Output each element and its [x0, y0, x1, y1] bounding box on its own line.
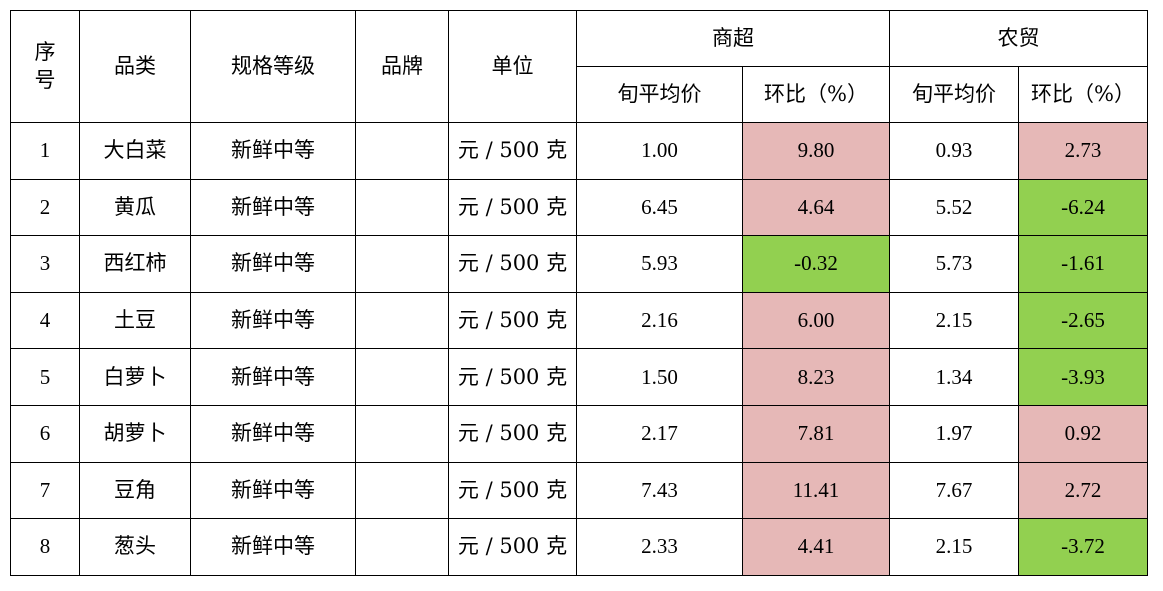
- seq-cell: 5: [10, 348, 80, 406]
- category-header: 品类: [79, 10, 191, 123]
- fm-change-cell: 0.92: [1018, 404, 1148, 463]
- sm-price-cell: 5.93: [576, 235, 743, 293]
- unit-cell: 元 / 500 克: [448, 348, 577, 406]
- table-row: 8 葱头 新鲜中等 元 / 500 克 2.33 4.41 2.15 -3.72: [10, 518, 1148, 576]
- fm-change-cell: -1.61: [1018, 235, 1148, 293]
- grade-cell: 新鲜中等: [190, 291, 356, 350]
- fm-price-cell: 1.97: [889, 404, 1019, 463]
- grade-cell: 新鲜中等: [190, 348, 356, 406]
- fm-price-cell: 2.15: [889, 291, 1019, 350]
- fm-change-cell: -2.65: [1018, 291, 1148, 350]
- seq-header-line1: 序: [34, 40, 56, 65]
- category-cell: 胡萝卜: [79, 404, 191, 463]
- sm-price-cell: 6.45: [576, 178, 743, 237]
- brand-cell: [355, 291, 449, 350]
- fm-change-cell: -3.72: [1018, 518, 1148, 576]
- grade-header: 规格等级: [190, 10, 356, 123]
- unit-cell: 元 / 500 克: [448, 461, 577, 520]
- fm-avg-price-header: 旬平均价: [889, 66, 1019, 123]
- sm-price-cell: 1.00: [576, 122, 743, 180]
- sm-change-cell: 8.23: [742, 348, 890, 406]
- unit-cell: 元 / 500 克: [448, 404, 577, 463]
- category-cell: 葱头: [79, 518, 191, 576]
- brand-cell: [355, 404, 449, 463]
- fm-change-cell: -6.24: [1018, 178, 1148, 237]
- sm-change-header: 环比（%）: [742, 66, 890, 123]
- brand-cell: [355, 348, 449, 406]
- grade-cell: 新鲜中等: [190, 122, 356, 180]
- vegetable-price-table: 序 号 品类 规格等级 品牌 单位 商超 农贸 旬平均价 环比（%） 旬平均价 …: [10, 10, 1148, 576]
- sm-avg-price-header: 旬平均价: [576, 66, 743, 123]
- category-cell: 豆角: [79, 461, 191, 520]
- sm-change-cell: 4.64: [742, 178, 890, 237]
- table-row: 7 豆角 新鲜中等 元 / 500 克 7.43 11.41 7.67 2.72: [10, 461, 1148, 520]
- unit-cell: 元 / 500 克: [448, 178, 577, 237]
- seq-cell: 7: [10, 461, 80, 520]
- supermarket-header: 商超: [576, 10, 890, 67]
- sm-price-cell: 2.16: [576, 291, 743, 350]
- brand-cell: [355, 461, 449, 520]
- sm-change-cell: 11.41: [742, 461, 890, 520]
- brand-cell: [355, 518, 449, 576]
- brand-header: 品牌: [355, 10, 449, 123]
- seq-header-line2: 号: [34, 67, 56, 92]
- seq-cell: 3: [10, 235, 80, 293]
- fm-price-cell: 0.93: [889, 122, 1019, 180]
- sm-change-cell: -0.32: [742, 235, 890, 293]
- fm-price-cell: 1.34: [889, 348, 1019, 406]
- seq-cell: 8: [10, 518, 80, 576]
- table-row: 4 土豆 新鲜中等 元 / 500 克 2.16 6.00 2.15 -2.65: [10, 291, 1148, 350]
- fm-price-cell: 7.67: [889, 461, 1019, 520]
- brand-cell: [355, 178, 449, 237]
- fm-change-cell: -3.93: [1018, 348, 1148, 406]
- sm-change-cell: 7.81: [742, 404, 890, 463]
- table-row: 1 大白菜 新鲜中等 元 / 500 克 1.00 9.80 0.93 2.73: [10, 122, 1148, 180]
- seq-cell: 6: [10, 404, 80, 463]
- table-row: 6 胡萝卜 新鲜中等 元 / 500 克 2.17 7.81 1.97 0.92: [10, 404, 1148, 463]
- fm-change-cell: 2.72: [1018, 461, 1148, 520]
- grade-cell: 新鲜中等: [190, 404, 356, 463]
- sm-change-cell: 9.80: [742, 122, 890, 180]
- seq-cell: 4: [10, 291, 80, 350]
- table-row: 3 西红柿 新鲜中等 元 / 500 克 5.93 -0.32 5.73 -1.61: [10, 235, 1148, 293]
- category-cell: 大白菜: [79, 122, 191, 180]
- table-body: 1 大白菜 新鲜中等元 / 500 克 1.00 9.80 0.93 2.73 2 黄瓜 新鲜中等…: [10, 122, 1148, 576]
- category-cell: 黄瓜: [79, 178, 191, 237]
- header-row-1: 序 号 品类 规格等级 品牌 单位 商超 农贸: [10, 10, 1148, 123]
- unit-cell: 元 / 500 克: [448, 235, 577, 293]
- fm-price-cell: 5.73: [889, 235, 1019, 293]
- sm-price-cell: 2.33: [576, 518, 743, 576]
- fm-change-header: 环比（%）: [1018, 66, 1148, 123]
- sm-change-cell: 6.00: [742, 291, 890, 350]
- grade-cell: 新鲜中等: [190, 461, 356, 520]
- unit-cell: 元 / 500 克: [448, 518, 577, 576]
- unit-header: 单位: [448, 10, 577, 123]
- category-cell: 西红柿: [79, 235, 191, 293]
- brand-cell: [355, 122, 449, 180]
- header-row-2: 旬平均价 环比（%） 旬平均价 环比（%）: [11, 66, 1148, 123]
- brand-cell: [355, 235, 449, 293]
- unit-cell: 元 / 500 克: [448, 122, 577, 180]
- table-row: 5 白萝卜 新鲜中等 元 / 500 克 1.50 8.23 1.34 -3.93: [10, 348, 1148, 406]
- grade-cell: 新鲜中等: [190, 178, 356, 237]
- grade-cell: 新鲜中等: [190, 518, 356, 576]
- category-cell: 白萝卜: [79, 348, 191, 406]
- seq-cell: 2: [10, 178, 80, 237]
- fm-price-cell: 5.52: [889, 178, 1019, 237]
- farmers-market-header: 农贸: [889, 10, 1148, 67]
- table-row: 2 黄瓜 新鲜中等 元 / 500 克 6.45 4.64 5.52 -6.24: [10, 178, 1148, 237]
- fm-price-cell: 2.15: [889, 518, 1019, 576]
- seq-cell: 1: [10, 122, 80, 180]
- sm-price-cell: 2.17: [576, 404, 743, 463]
- sm-price-cell: 1.50: [576, 348, 743, 406]
- fm-change-cell: 2.73: [1018, 122, 1148, 180]
- seq-header: 序 号: [10, 10, 80, 123]
- category-cell: 土豆: [79, 291, 191, 350]
- grade-cell: 新鲜中等: [190, 235, 356, 293]
- unit-cell: 元 / 500 克: [448, 291, 577, 350]
- sm-price-cell: 7.43: [576, 461, 743, 520]
- sm-change-cell: 4.41: [742, 518, 890, 576]
